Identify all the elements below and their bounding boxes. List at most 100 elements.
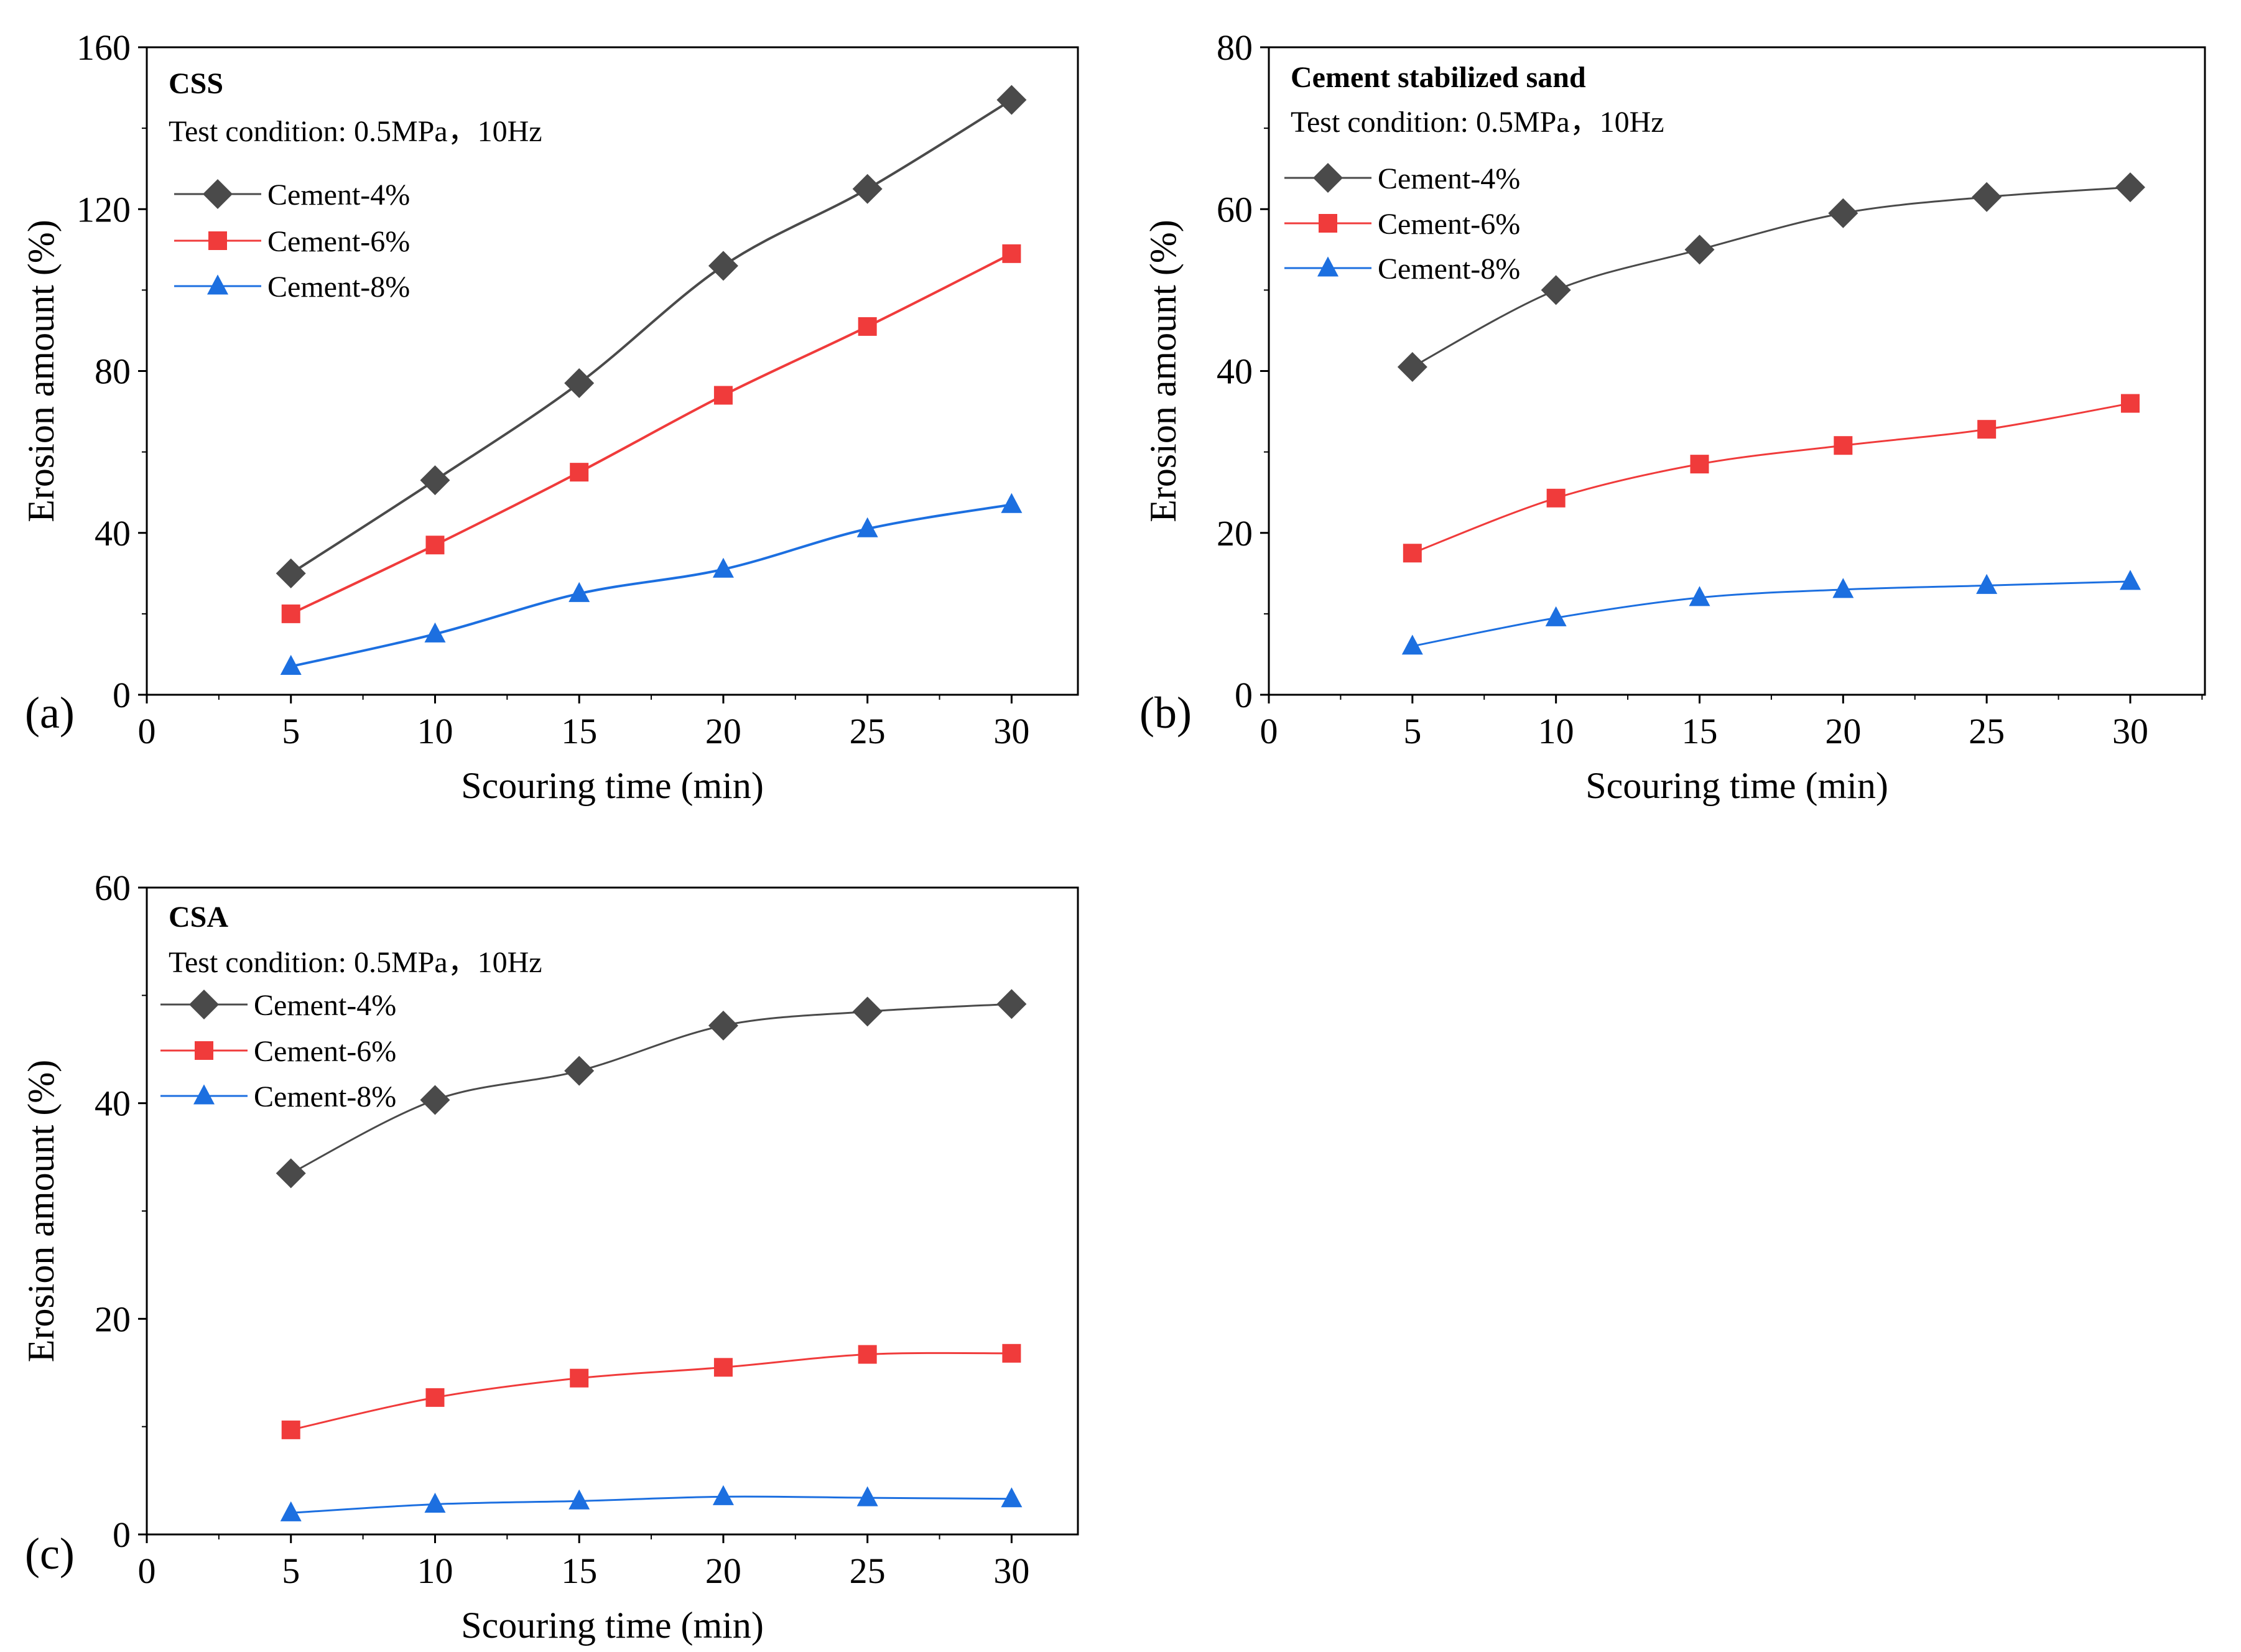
data-point-cement6-5 <box>1403 544 1422 563</box>
test-condition: Test condition: 0.5MPa，10Hz <box>1291 106 1664 139</box>
y-tick-label: 60 <box>95 868 131 908</box>
data-point-cement8-30 <box>1001 493 1023 513</box>
data-point-cement8-10 <box>1545 606 1567 626</box>
y-tick-label: 80 <box>95 351 131 392</box>
series-line-cement4 <box>290 98 1013 575</box>
data-point-cement4-10 <box>420 1085 450 1115</box>
legend-marker-cement8 <box>1317 256 1339 277</box>
panel-title: CSA <box>169 901 228 934</box>
legend-label-cement8: Cement-8% <box>254 1080 396 1113</box>
data-point-cement4-20 <box>708 1010 738 1041</box>
x-tick-label: 30 <box>2112 711 2148 751</box>
panel-title: CSS <box>169 67 223 100</box>
legend-marker-cement8 <box>207 274 228 295</box>
x-tick-label: 10 <box>417 1551 453 1591</box>
legend-label-cement6: Cement-6% <box>254 1035 396 1068</box>
data-point-cement8-10 <box>424 622 446 643</box>
legend-label-cement8: Cement-8% <box>1378 253 1520 285</box>
data-point-cement4-20 <box>708 251 738 281</box>
data-point-cement8-5 <box>280 654 302 675</box>
x-tick-label: 10 <box>417 711 453 751</box>
data-point-cement4-5 <box>276 558 306 588</box>
data-point-cement4-5 <box>1397 351 1427 382</box>
panel-letter: (c) <box>25 1529 75 1579</box>
chart-panel-b: 0 5 10 15 20 25 30 0 20 40 60 80 Scouring time (min)… <box>1139 27 2206 806</box>
y-tick-label: 120 <box>77 189 131 230</box>
data-point-cement4-25 <box>852 174 883 204</box>
data-point-cement6-30 <box>1002 1343 1021 1363</box>
data-point-cement6-25 <box>1977 420 1997 439</box>
data-point-cement4-10 <box>420 465 450 496</box>
chart-panel-c: 0 5 10 15 20 25 30 0 20 40 60 Scouring time (min) Er… <box>21 868 1079 1646</box>
y-axis-label: Erosion amount (%) <box>21 1060 62 1363</box>
panel-letter: (a) <box>25 688 75 738</box>
data-point-cement6-25 <box>858 1345 877 1364</box>
data-point-cement8-15 <box>568 1489 590 1510</box>
data-point-cement8-20 <box>712 1485 734 1505</box>
data-point-cement4-15 <box>564 368 595 399</box>
y-tick-label: 20 <box>95 1299 131 1339</box>
legend-label-cement4: Cement-4% <box>254 989 396 1022</box>
data-point-cement4-30 <box>996 989 1027 1019</box>
legend-marker-cement6 <box>208 231 227 250</box>
data-point-cement8-20 <box>1832 578 1854 598</box>
x-tick-label: 25 <box>850 1551 886 1591</box>
panel-title: Cement stabilized sand <box>1291 61 1586 94</box>
x-tick-label: 25 <box>850 711 886 751</box>
series-line-cement8 <box>1412 580 2131 647</box>
data-point-cement8-30 <box>1001 1487 1023 1508</box>
x-tick-label: 20 <box>705 711 741 751</box>
series-line-cement6 <box>290 253 1013 615</box>
data-point-cement4-25 <box>852 996 883 1027</box>
y-tick-label: 0 <box>113 675 131 715</box>
y-tick-label: 40 <box>95 513 131 554</box>
y-tick-label: 40 <box>1217 351 1253 392</box>
y-tick-label: 0 <box>1235 675 1253 715</box>
series-line-cement4 <box>290 1003 1012 1174</box>
x-tick-label: 25 <box>1969 711 2005 751</box>
series-line-cement8 <box>290 1495 1012 1514</box>
data-point-cement6-15 <box>570 1368 589 1388</box>
x-tick-label: 15 <box>561 1551 597 1591</box>
data-point-cement8-25 <box>856 1486 878 1506</box>
data-point-cement4-15 <box>564 1056 595 1086</box>
data-point-cement4-30 <box>996 85 1027 115</box>
data-point-cement8-5 <box>1401 634 1423 655</box>
x-tick-label: 5 <box>1403 711 1421 751</box>
x-tick-label: 30 <box>993 1551 1029 1591</box>
data-point-cement8-25 <box>856 517 878 537</box>
test-condition: Test condition: 0.5MPa，10Hz <box>169 115 542 148</box>
test-condition: Test condition: 0.5MPa，10Hz <box>169 946 542 979</box>
data-point-cement6-25 <box>858 317 877 336</box>
y-tick-label: 160 <box>77 27 131 68</box>
data-point-cement6-15 <box>570 463 589 482</box>
x-tick-label: 30 <box>993 711 1029 751</box>
x-axis-label: Scouring time (min) <box>461 1605 764 1646</box>
data-point-cement6-20 <box>713 386 733 405</box>
data-point-cement8-30 <box>2119 570 2141 590</box>
y-tick-label: 80 <box>1217 27 1253 68</box>
data-point-cement8-5 <box>280 1501 302 1521</box>
data-point-cement8-10 <box>424 1492 446 1513</box>
x-tick-label: 0 <box>138 711 156 751</box>
x-tick-label: 10 <box>1538 711 1574 751</box>
data-point-cement4-15 <box>1684 234 1715 265</box>
data-point-cement8-15 <box>1689 586 1710 606</box>
data-point-cement6-10 <box>1546 488 1566 508</box>
x-tick-label: 20 <box>1825 711 1861 751</box>
y-tick-label: 40 <box>95 1084 131 1124</box>
x-tick-label: 20 <box>705 1551 741 1591</box>
data-point-cement6-10 <box>425 1388 445 1407</box>
data-point-cement6-15 <box>1690 455 1709 474</box>
y-axis-label: Erosion amount (%) <box>1143 220 1184 522</box>
chart-panel-a: 0 5 10 15 20 25 30 0 40 80 120 160 Scouring time (mi… <box>21 27 1079 806</box>
data-point-cement4-20 <box>1828 198 1858 228</box>
series-line-cement6 <box>1412 402 2131 554</box>
x-axis-label: Scouring time (min) <box>1585 765 1888 806</box>
y-tick-label: 20 <box>1217 513 1253 554</box>
x-axis-label: Scouring time (min) <box>461 765 764 806</box>
data-point-cement4-30 <box>2115 172 2145 203</box>
data-point-cement6-30 <box>1002 244 1021 263</box>
data-point-cement6-20 <box>1834 436 1853 455</box>
